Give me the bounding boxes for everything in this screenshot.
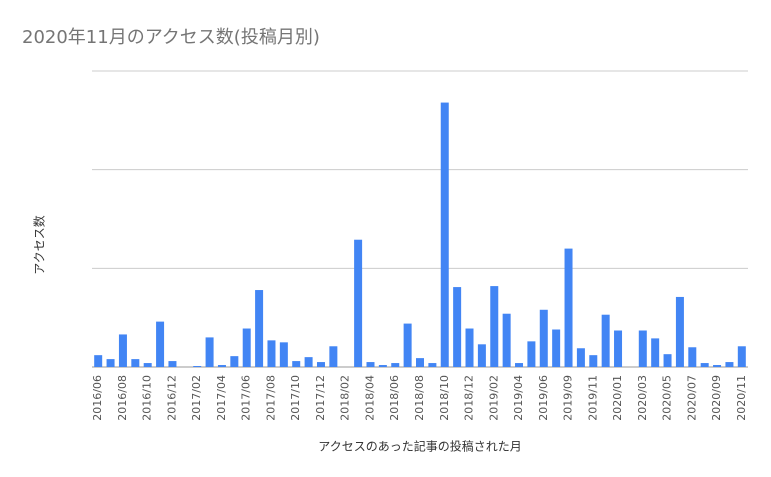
x-tick-label: 2019/02 — [487, 375, 500, 421]
bar — [638, 330, 647, 367]
x-tick-label: 2019/09 — [562, 375, 575, 421]
x-tick-label: 2019/04 — [512, 375, 525, 421]
bar — [515, 363, 524, 367]
x-tick-label: 2016/08 — [116, 375, 129, 421]
x-tick-label: 2017/04 — [215, 375, 228, 421]
bar — [354, 239, 363, 367]
bar — [403, 323, 412, 367]
x-tick-label: 2020/11 — [735, 375, 748, 421]
bar — [329, 346, 338, 367]
bar — [490, 286, 499, 367]
bar — [651, 338, 660, 367]
x-tick-label: 2019/06 — [537, 375, 550, 421]
bar — [279, 342, 288, 367]
bar — [156, 321, 165, 367]
bar — [428, 363, 437, 367]
bar — [316, 362, 325, 367]
bar — [675, 296, 684, 367]
bar — [168, 361, 177, 367]
bar — [94, 355, 103, 367]
x-tick-label: 2020/07 — [685, 375, 698, 421]
bar — [440, 102, 449, 367]
x-tick-label: 2020/01 — [611, 375, 624, 421]
x-tick-label: 2018/02 — [339, 375, 352, 421]
x-tick-label: 2020/05 — [661, 375, 674, 421]
bar — [453, 287, 462, 367]
bar — [552, 329, 561, 367]
bar — [527, 341, 536, 367]
x-axis-label: アクセスのあった記事の投稿された月 — [318, 439, 521, 454]
x-tick-label: 2018/08 — [413, 375, 426, 421]
bar — [539, 309, 548, 367]
bar — [205, 337, 214, 367]
bar — [242, 328, 251, 367]
bar — [255, 290, 264, 367]
bar — [106, 359, 115, 367]
bar — [131, 359, 140, 367]
bar — [391, 363, 400, 367]
bar — [700, 363, 709, 367]
x-tick-label: 2018/12 — [463, 375, 476, 421]
x-tick-label: 2017/02 — [190, 375, 203, 421]
bar — [143, 363, 152, 367]
bar — [713, 365, 722, 367]
bar — [601, 314, 610, 367]
bar — [217, 365, 226, 367]
bar — [737, 346, 746, 367]
bar — [564, 248, 573, 367]
x-tick-label: 2018/04 — [363, 375, 376, 421]
x-tick-label: 2019/11 — [586, 375, 599, 421]
bar — [502, 313, 511, 367]
bar — [416, 358, 424, 367]
x-tick-label: 2016/10 — [141, 375, 154, 421]
bar — [118, 334, 127, 367]
x-tick-label: 2017/12 — [314, 375, 327, 421]
bar — [378, 365, 387, 367]
x-tick-label: 2018/10 — [438, 375, 451, 421]
bar — [304, 357, 313, 367]
bar — [725, 362, 734, 367]
x-tick-label: 2017/08 — [264, 375, 277, 421]
x-tick-label: 2016/12 — [165, 375, 178, 421]
y-axis-label: アクセス数 — [32, 215, 47, 274]
bar — [477, 344, 486, 367]
x-tick-label: 2020/03 — [636, 375, 649, 421]
bar — [589, 355, 598, 367]
bar — [614, 330, 623, 367]
bar — [193, 366, 202, 367]
bar — [465, 328, 474, 367]
x-tick-label: 2017/06 — [240, 375, 253, 421]
x-tick-label: 2018/06 — [388, 375, 401, 421]
x-tick-label: 2017/10 — [289, 375, 302, 421]
bar — [366, 362, 375, 367]
bar — [267, 340, 276, 367]
x-tick-label: 2016/06 — [91, 375, 104, 421]
x-tick-label: 2020/09 — [710, 375, 723, 421]
bar — [688, 347, 697, 367]
bar — [576, 348, 585, 367]
bar — [663, 354, 672, 367]
bar — [292, 361, 301, 367]
bar — [230, 356, 239, 367]
chart-title: 2020年11月のアクセス数(投稿月別) — [22, 27, 320, 48]
